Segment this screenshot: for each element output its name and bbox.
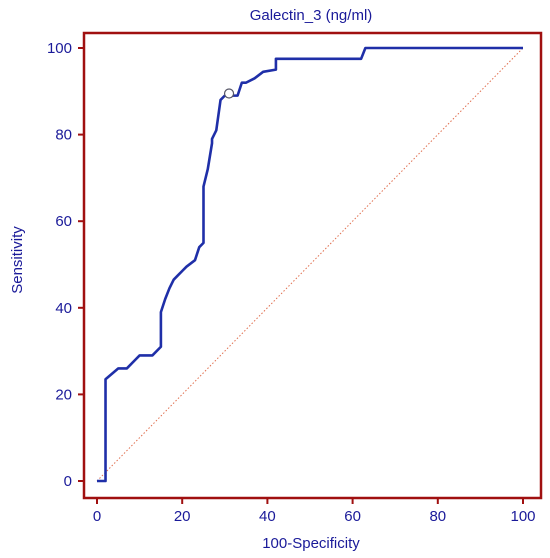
x-tick-label: 20 [174, 508, 191, 525]
criterion-marker [223, 88, 235, 99]
x-axis-label: 100-Specificity [262, 535, 360, 552]
y-tick-label: 100 [47, 40, 72, 57]
x-tick-label: 100 [510, 508, 535, 525]
x-tick-label: 0 [93, 508, 101, 525]
y-tick-label: 40 [55, 300, 72, 317]
plot-area [96, 46, 524, 483]
y-tick-label: 60 [55, 213, 72, 230]
x-tick-label: 40 [259, 508, 276, 525]
chart-title: Galectin_3 (ng/ml) [250, 7, 373, 24]
y-axis-label: Sensitivity [9, 226, 26, 294]
x-tick-label: 80 [429, 508, 446, 525]
x-tick-label: 60 [344, 508, 361, 525]
y-tick-label: 20 [55, 386, 72, 403]
plot-frame [82, 31, 543, 500]
reference-line [96, 47, 524, 482]
y-tick-label: 0 [64, 473, 72, 490]
axis-ticks: 0 20 40 60 80 100 0 20 40 60 80 100 [47, 40, 536, 525]
y-tick-label: 80 [55, 127, 72, 144]
roc-curve [97, 46, 523, 483]
